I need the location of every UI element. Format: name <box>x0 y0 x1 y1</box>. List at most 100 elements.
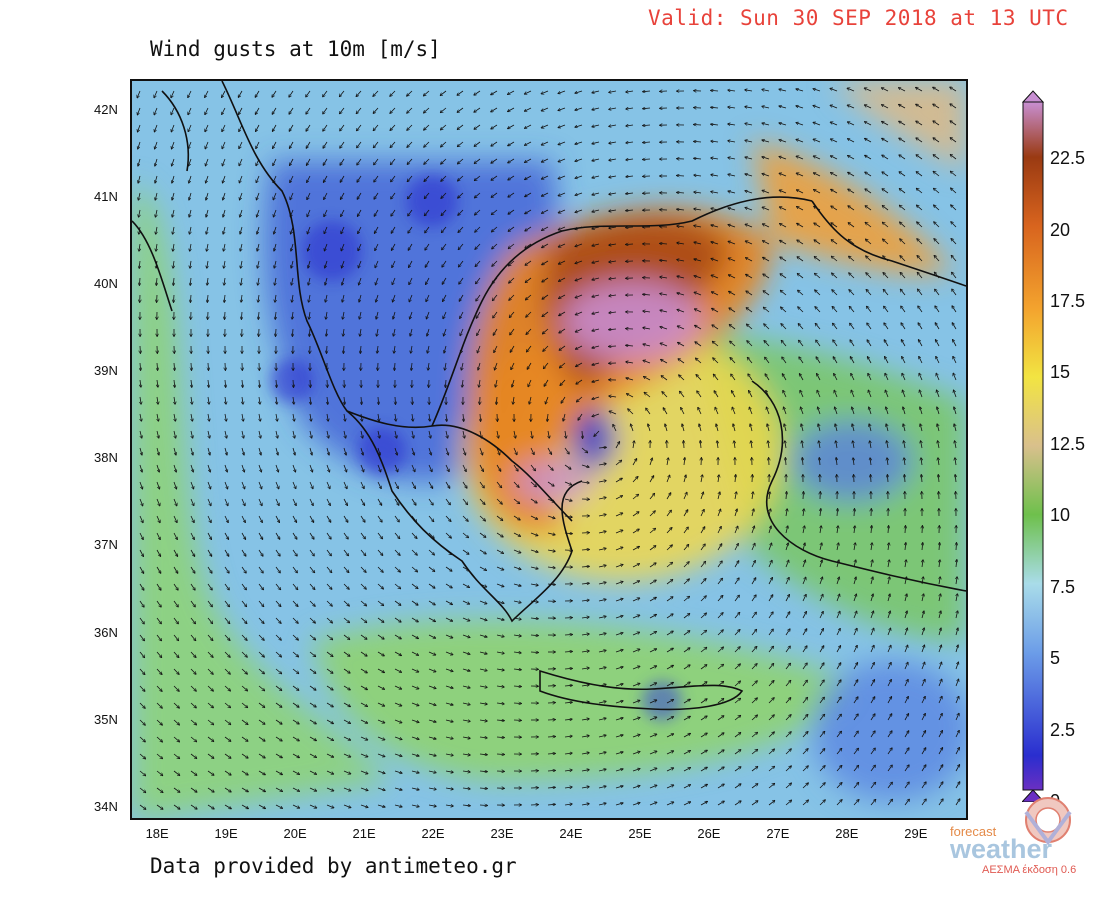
wind-arrow <box>225 311 226 319</box>
wind-arrow <box>274 209 277 217</box>
wind-arrow <box>441 107 447 112</box>
wind-arrow <box>340 141 345 148</box>
wind-arrow <box>391 209 396 216</box>
wind-arrow <box>592 226 600 229</box>
wind-arrow <box>831 156 838 160</box>
wind-arrow <box>460 311 464 318</box>
wind-arrow <box>559 141 566 145</box>
wind-arrow <box>427 311 430 319</box>
wind-arrow <box>882 139 889 143</box>
wind-arrow <box>191 362 192 370</box>
wind-arrow <box>290 158 294 165</box>
wind-arrow <box>425 243 430 250</box>
wind-arrow <box>171 107 175 114</box>
wind-arrow <box>592 277 600 280</box>
wind-arrow <box>393 311 396 319</box>
wind-arrow <box>393 294 396 302</box>
wind-arrow <box>441 124 447 130</box>
wind-arrow <box>272 107 277 114</box>
wind-arrow <box>592 209 600 212</box>
wind-arrow <box>358 260 362 268</box>
wind-arrow <box>491 90 498 95</box>
wind-arrow <box>848 189 855 194</box>
wind-arrow <box>459 260 464 267</box>
wind-arrow <box>308 277 310 285</box>
wind-arrow <box>525 141 532 145</box>
wind-arrow <box>392 260 396 267</box>
wind-arrow <box>609 91 617 92</box>
wind-arrow <box>190 260 191 268</box>
wind-arrow <box>222 107 226 114</box>
wind-arrow <box>797 156 804 160</box>
wind-arrow <box>240 226 243 234</box>
wind-arrow <box>358 243 362 250</box>
wind-arrow <box>677 293 685 296</box>
wind-arrow <box>492 277 498 283</box>
wind-arrow <box>459 294 464 301</box>
wind-arrow <box>492 226 498 232</box>
wind-arrow <box>223 175 226 183</box>
wind-arrow <box>745 174 753 177</box>
wind-arrow <box>865 156 872 160</box>
wind-arrow <box>276 328 277 336</box>
wind-arrow <box>138 107 141 115</box>
wind-arrow <box>189 209 192 217</box>
wind-arrow <box>542 192 549 196</box>
wind-arrow <box>711 90 719 91</box>
wind-arrow <box>712 292 719 296</box>
wind-arrow <box>224 277 225 285</box>
wind-arrow <box>343 311 344 319</box>
map-title: Wind gusts at 10m [m/s] <box>150 37 441 61</box>
lat-label: 37N <box>94 537 118 553</box>
wind-arrow <box>390 124 396 130</box>
wind-arrow <box>223 226 226 234</box>
wind-arrow <box>592 125 600 127</box>
wind-arrow <box>408 175 413 181</box>
wind-arrow <box>626 159 634 160</box>
wind-arrow <box>441 209 447 215</box>
wind-arrow <box>205 107 209 114</box>
wind-arrow <box>340 124 345 131</box>
wind-arrow <box>951 222 957 228</box>
wind-arrow <box>780 173 787 177</box>
wind-arrow <box>139 277 140 285</box>
wind-arrow <box>273 141 277 148</box>
wind-arrow <box>883 223 889 228</box>
colorbar-label: 5 <box>1050 648 1061 669</box>
wind-arrow <box>323 124 328 131</box>
wind-arrow <box>340 175 345 182</box>
wind-arrow <box>592 91 600 93</box>
wind-arrow <box>559 124 566 128</box>
wind-arrow <box>728 174 736 176</box>
wind-arrow <box>849 256 855 262</box>
wind-arrow <box>491 192 498 197</box>
wind-arrow <box>172 141 175 149</box>
wind-arrow <box>458 158 464 164</box>
wind-arrow <box>508 192 515 197</box>
wind-arrow <box>951 155 957 160</box>
wind-arrow <box>797 207 804 211</box>
lon-label: 27E <box>766 826 790 841</box>
wind-arrow <box>575 141 583 144</box>
wind-arrow <box>609 261 617 262</box>
wind-arrow <box>224 243 226 251</box>
wind-arrow <box>207 243 208 251</box>
wind-arrow <box>441 175 447 181</box>
wind-arrow <box>525 107 532 111</box>
lon-label: 18E <box>145 826 169 841</box>
lon-label: 23E <box>490 826 514 841</box>
colorbar <box>1022 90 1044 802</box>
wind-arrow <box>831 105 838 109</box>
wind-arrow <box>425 209 430 216</box>
wind-arrow <box>307 209 311 216</box>
wind-arrow <box>510 311 515 317</box>
wind-arrow <box>592 294 600 297</box>
wind-arrow <box>189 192 192 200</box>
wind-arrow <box>341 209 345 216</box>
wind-arrow <box>292 294 293 302</box>
lon-label: 24E <box>559 826 583 841</box>
wind-arrow <box>207 260 208 268</box>
wind-arrow <box>392 243 396 250</box>
wind-arrow <box>290 175 294 182</box>
wind-arrow <box>899 105 906 109</box>
